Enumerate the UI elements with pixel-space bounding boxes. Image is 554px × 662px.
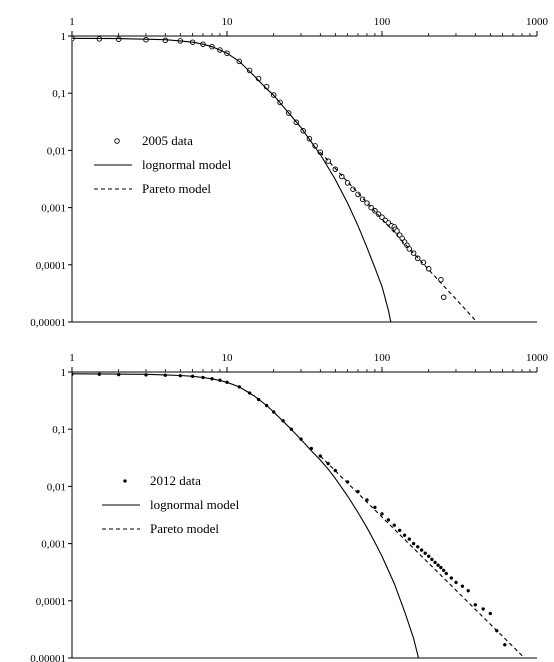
legend-label: lognormal model bbox=[150, 497, 240, 512]
data-point bbox=[481, 607, 485, 611]
data-point bbox=[339, 173, 345, 180]
data-point bbox=[365, 498, 369, 502]
legend-swatch bbox=[114, 138, 120, 144]
x-tick-label: 1 bbox=[69, 352, 75, 364]
legend-label: Pareto model bbox=[150, 521, 219, 536]
legend-swatch bbox=[123, 479, 127, 483]
y-tick-label: 0,001 bbox=[41, 539, 66, 551]
y-tick-label: 0,00001 bbox=[30, 653, 66, 662]
y-tick-label: 0,00001 bbox=[30, 317, 66, 329]
y-tick-label: 1 bbox=[61, 367, 67, 379]
y-tick-label: 0,1 bbox=[52, 424, 66, 436]
data-point bbox=[246, 67, 253, 74]
data-point bbox=[380, 512, 384, 516]
plot-area bbox=[72, 36, 478, 322]
legend-label: lognormal model bbox=[142, 157, 232, 172]
data-point bbox=[454, 580, 458, 585]
data-point bbox=[394, 228, 400, 234]
legend-label: Pareto model bbox=[142, 181, 211, 196]
data-point bbox=[392, 523, 397, 527]
y-tick-label: 0,1 bbox=[52, 88, 66, 100]
data-point bbox=[407, 537, 412, 541]
x-tick-label: 1 bbox=[69, 16, 75, 28]
y-tick-label: 0,01 bbox=[47, 145, 66, 157]
data-point bbox=[359, 196, 366, 202]
x-tick-label: 10 bbox=[222, 16, 234, 28]
pareto-model-line bbox=[319, 455, 525, 658]
x-tick-label: 1000 bbox=[526, 352, 549, 364]
legend-label: 2005 data bbox=[142, 133, 193, 148]
x-tick-label: 1000 bbox=[526, 16, 549, 28]
data-point bbox=[415, 545, 420, 549]
data-point bbox=[375, 211, 382, 217]
y-tick-label: 0,0001 bbox=[36, 260, 66, 272]
lognormal-model-line bbox=[72, 373, 420, 658]
y-tick-label: 0,001 bbox=[41, 203, 66, 215]
data-point bbox=[430, 557, 434, 562]
x-tick-label: 100 bbox=[374, 16, 391, 28]
data-point bbox=[449, 576, 454, 580]
chart-panel-2005: 1 10 100 1000 1 0,1 0,01 0,001 0,0001 0,00001 2005… bbox=[30, 16, 548, 329]
data-point bbox=[441, 568, 446, 573]
data-point bbox=[423, 551, 427, 555]
legend: 2012 data lognormal model Pareto model bbox=[102, 473, 240, 536]
legend: 2005 data lognormal model Pareto model bbox=[94, 133, 232, 196]
data-point bbox=[402, 533, 407, 537]
data-point bbox=[444, 571, 449, 576]
data-point bbox=[115, 36, 122, 42]
data-point bbox=[386, 518, 391, 522]
x-tick-label: 10 bbox=[222, 352, 234, 364]
data-point bbox=[411, 541, 416, 546]
data-point bbox=[373, 505, 377, 510]
data-point bbox=[466, 588, 470, 593]
chart-panel-2012: 1 10 100 1000 1 0,1 0,01 0,001 0,0001 0,00001 2012… bbox=[30, 352, 548, 662]
data-point bbox=[460, 584, 465, 588]
y-tick-label: 0,0001 bbox=[36, 596, 66, 608]
legend-label: 2012 data bbox=[150, 473, 201, 488]
data-point bbox=[419, 548, 424, 552]
data-point bbox=[420, 259, 427, 266]
data-point bbox=[355, 191, 361, 198]
data-point bbox=[440, 294, 447, 301]
lognormal-model-line bbox=[72, 37, 392, 322]
y-tick-label: 1 bbox=[61, 31, 67, 43]
data-point bbox=[503, 643, 507, 647]
data-point bbox=[436, 563, 440, 567]
data-point bbox=[344, 180, 351, 186]
data-point bbox=[350, 186, 356, 192]
y-tick-label: 0,01 bbox=[47, 481, 66, 493]
data-point bbox=[397, 528, 402, 533]
data-point bbox=[473, 603, 478, 607]
plot-area bbox=[72, 372, 525, 658]
data-point bbox=[426, 554, 431, 559]
data-point bbox=[433, 560, 437, 565]
x-tick-label: 100 bbox=[374, 352, 391, 364]
data-point bbox=[488, 611, 493, 616]
data-point bbox=[439, 565, 443, 570]
pareto-model-line bbox=[319, 151, 478, 322]
